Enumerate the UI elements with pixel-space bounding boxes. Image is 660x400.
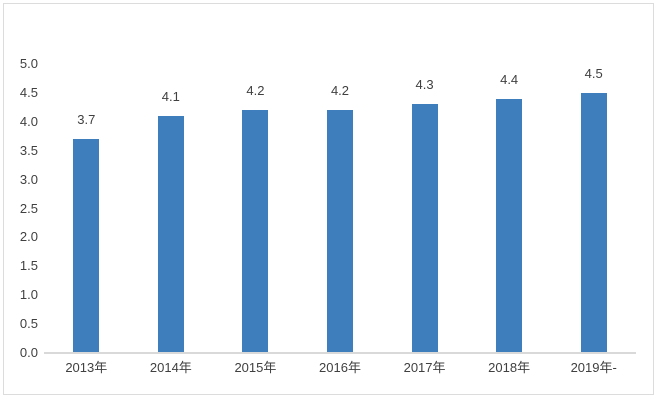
y-axis-tick-label: 3.0 [19, 171, 38, 187]
x-axis-tick-label: 2015年 [234, 360, 277, 375]
x-axis-tick-label: 2019年- [570, 360, 617, 375]
bar-value-label: 4.2 [330, 83, 350, 99]
y-axis-tick-label: 2.0 [19, 229, 38, 245]
bar [327, 110, 353, 352]
bar [73, 139, 100, 352]
y-axis-tick-label: 2.5 [19, 200, 38, 216]
bar-value-label: 4.4 [500, 71, 519, 87]
bar [580, 92, 607, 352]
bar-value-label: 4.5 [584, 65, 603, 81]
x-axis-tick-label: 2017年 [403, 360, 446, 375]
bar [242, 110, 269, 352]
y-axis-tick-label: 4.5 [19, 84, 38, 100]
y-axis-tick-label: 5.0 [19, 56, 38, 71]
bar [496, 98, 523, 352]
bar-value-label: 4.2 [246, 83, 265, 99]
bar-value-label: 4.1 [161, 89, 180, 105]
y-axis-tick-label: 0.0 [19, 345, 38, 360]
y-axis-tick-label: 4.0 [19, 113, 38, 129]
x-axis-tick-label: 2014年 [149, 360, 192, 375]
x-axis-tick-label: 2018年 [488, 360, 531, 375]
y-axis-tick-label: 3.5 [19, 142, 38, 158]
x-axis-tick-label: 2013年 [65, 360, 108, 375]
bar [411, 104, 438, 352]
x-axis-line [44, 352, 636, 354]
bar [157, 116, 184, 352]
y-axis-tick-label: 0.5 [19, 316, 38, 332]
y-axis-tick-label: 1.5 [19, 258, 38, 274]
y-axis-tick-label: 1.0 [19, 287, 38, 303]
bar-value-label: 4.3 [415, 77, 434, 93]
x-axis-tick-label: 2016年 [319, 360, 361, 375]
bar-value-label: 3.7 [77, 112, 96, 128]
